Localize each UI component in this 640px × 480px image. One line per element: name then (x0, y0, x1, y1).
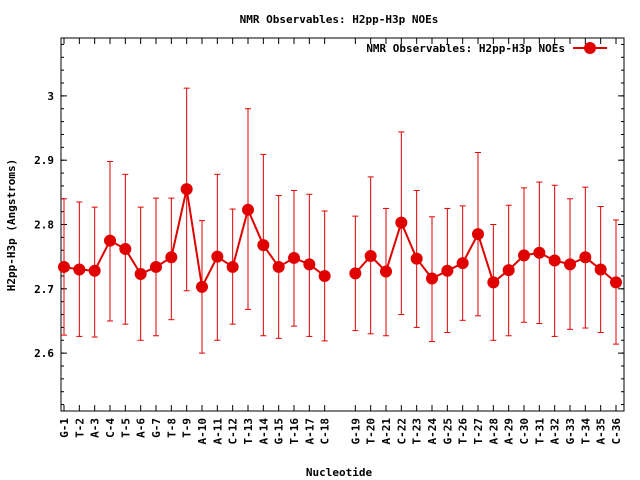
x-tick-label: G-15 (273, 418, 286, 445)
legend-marker-swatch (584, 42, 596, 54)
data-point (548, 254, 561, 267)
data-point (441, 264, 454, 277)
legend: NMR Observables: H2pp-H3p NOEs (366, 42, 607, 55)
x-tick-label: T-5 (119, 418, 132, 438)
x-tick-label: C-4 (104, 418, 117, 438)
x-tick-label: T-34 (579, 418, 592, 445)
x-tick-label: T-2 (73, 418, 86, 438)
x-tick-label: C-12 (227, 418, 240, 445)
y-tick-label: 2.7 (34, 283, 54, 296)
data-point (380, 265, 392, 278)
data-point (73, 263, 86, 276)
x-tick-label: G-7 (150, 418, 163, 438)
data-point (533, 246, 546, 259)
data-point (134, 268, 147, 281)
data-point (150, 260, 162, 273)
data-point (104, 234, 116, 247)
x-tick-label: C-18 (319, 418, 332, 445)
data-point (395, 216, 408, 229)
legend-label: NMR Observables: H2pp-H3p NOEs (366, 42, 565, 55)
x-tick-label: T-8 (165, 418, 178, 438)
x-tick-label: T-20 (365, 418, 378, 445)
data-points (58, 183, 622, 293)
data-point (518, 249, 530, 262)
data-point (318, 269, 331, 282)
x-tick-label: T-31 (533, 418, 546, 445)
data-point (610, 276, 622, 289)
data-point (502, 264, 515, 277)
x-tick-label: A-10 (196, 418, 209, 445)
x-tick-label: G-1 (58, 418, 71, 438)
x-tick-label: C-22 (395, 418, 408, 445)
data-point (349, 267, 362, 280)
data-point (456, 257, 469, 270)
data-point (196, 280, 208, 293)
x-tick-label: G-33 (564, 418, 577, 445)
x-tick-label: C-30 (518, 418, 531, 445)
data-point (211, 250, 224, 263)
x-tick-label: A-21 (380, 418, 393, 445)
data-point (272, 260, 285, 273)
data-point (88, 264, 101, 277)
x-tick-label: T-27 (472, 418, 485, 445)
data-point (472, 228, 484, 241)
data-point (579, 251, 592, 264)
y-axis-label: H2pp-H3p (Angstroms) (5, 159, 18, 291)
x-tick-label: A-32 (549, 418, 562, 445)
y-tick-label: 2.8 (34, 219, 54, 232)
x-tick-label: A-29 (503, 418, 516, 445)
y-tick-label: 2.9 (34, 154, 54, 167)
data-point (410, 252, 423, 265)
data-point (288, 251, 300, 264)
x-tick-label: A-3 (89, 418, 102, 438)
data-point (242, 203, 254, 216)
x-tick-label: A-24 (426, 418, 439, 445)
x-axis: G-1 T-2 A-3 C-4 T-5 A-6 G-7 T-8 T-9 A-10 A-11 C-12 T… (58, 38, 623, 445)
x-tick-label: T-9 (181, 418, 194, 438)
x-tick-label: T-16 (288, 418, 301, 445)
data-point (226, 260, 239, 273)
x-tick-label: T-13 (242, 418, 255, 445)
data-point (426, 272, 438, 285)
x-tick-label: G-19 (349, 418, 362, 445)
y-tick-label: 3 (47, 90, 54, 103)
x-tick-label: G-25 (441, 418, 454, 445)
data-point (594, 263, 607, 276)
x-axis-label: Nucleotide (306, 466, 373, 479)
data-point (180, 183, 193, 196)
y-tick-label: 2.6 (34, 347, 54, 360)
data-point (165, 251, 178, 264)
data-point (364, 250, 377, 263)
x-tick-label: A-17 (303, 418, 316, 445)
x-tick-label: A-35 (595, 418, 608, 445)
data-point (487, 276, 500, 289)
x-tick-label: T-26 (457, 418, 470, 445)
x-tick-label: A-11 (211, 418, 224, 445)
x-tick-label: C-36 (610, 418, 623, 445)
x-tick-label: A-6 (135, 418, 148, 438)
data-point (257, 239, 270, 252)
chart-title: NMR Observables: H2pp-H3p NOEs (240, 13, 439, 26)
y-axis: 2.6 2.7 2.8 2.9 3 (34, 43, 624, 406)
x-tick-label: A-14 (257, 418, 270, 445)
data-point (303, 258, 316, 271)
x-tick-label: A-28 (487, 418, 500, 445)
x-tick-label: T-23 (411, 418, 424, 445)
data-point (58, 260, 70, 273)
data-point (119, 242, 132, 255)
data-point (564, 258, 576, 271)
